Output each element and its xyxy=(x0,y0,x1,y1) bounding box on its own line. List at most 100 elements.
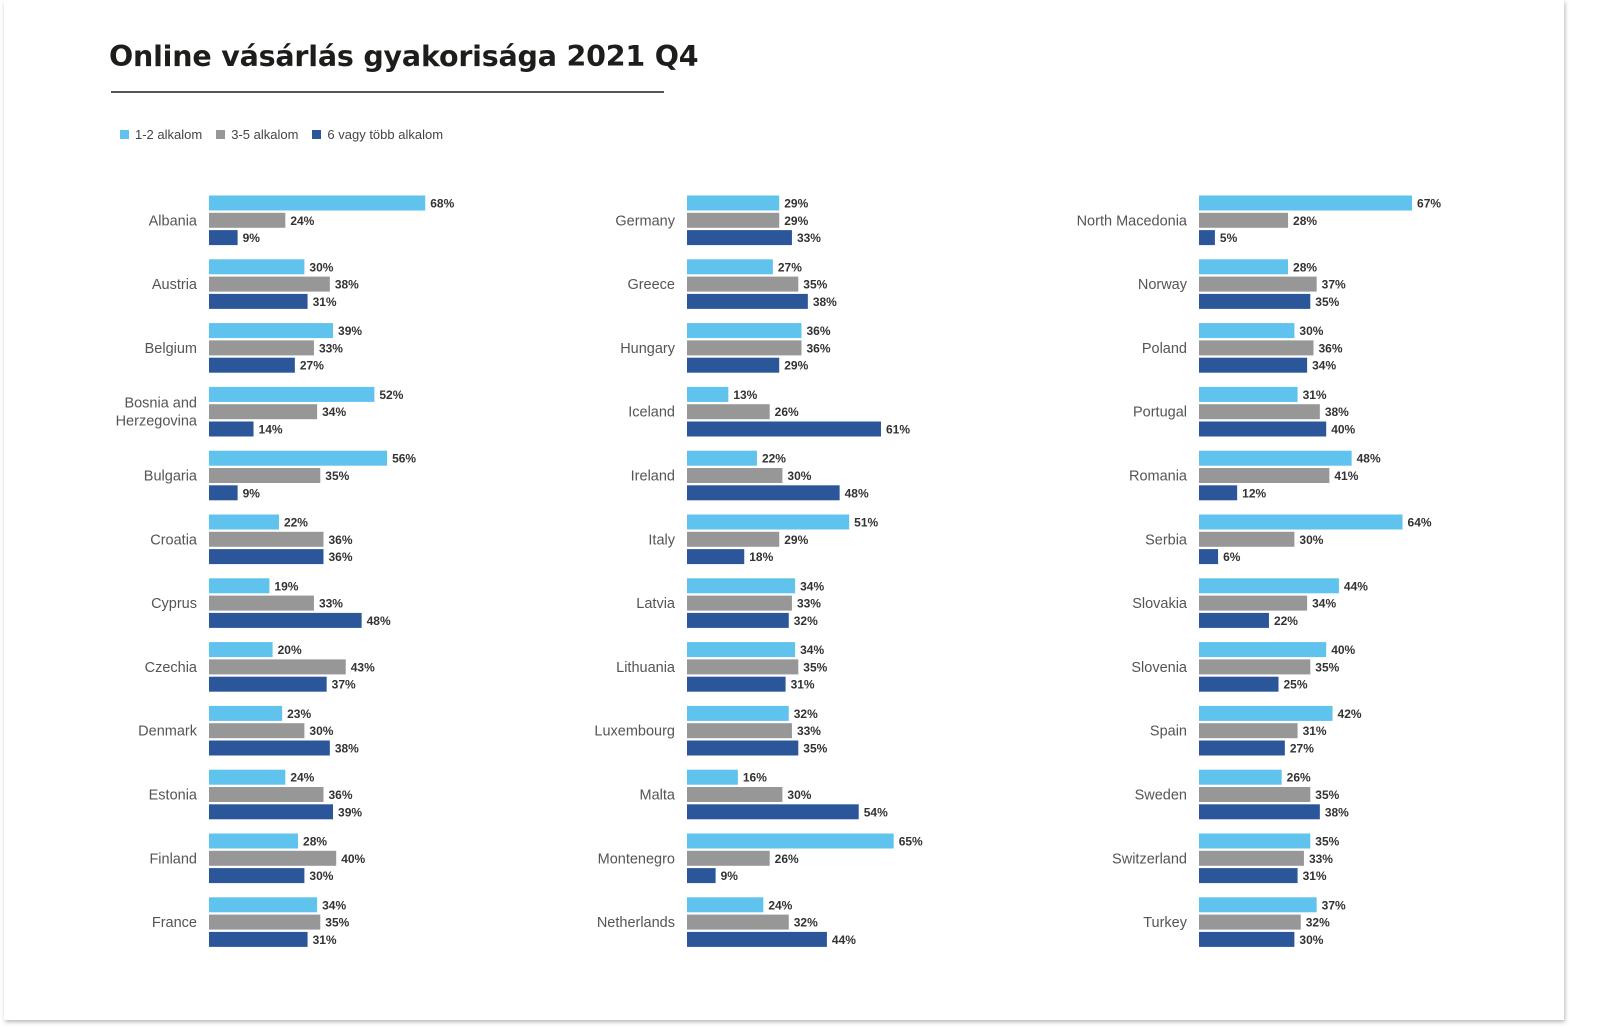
data-label-netherlands-s3: 44% xyxy=(832,933,856,947)
bar-bulgaria-s3 xyxy=(209,485,238,501)
bar-poland-s2 xyxy=(1199,340,1314,356)
data-label-portugal-s3: 40% xyxy=(1331,423,1355,437)
bar-slovakia-s3 xyxy=(1199,612,1269,628)
bar-luxembourg-s1 xyxy=(687,705,789,721)
country-label: Ireland xyxy=(631,469,675,485)
bar-hungary-s3 xyxy=(687,357,780,373)
bar-france-s2 xyxy=(209,914,321,930)
data-label-latvia-s1: 34% xyxy=(800,579,824,593)
bar-hungary-s2 xyxy=(687,340,802,356)
data-label-malta-s3: 54% xyxy=(864,805,888,819)
data-label-turkey-s2: 32% xyxy=(1306,916,1330,930)
bar-montenegro-s3 xyxy=(687,868,716,884)
data-label-austria-s2: 38% xyxy=(335,278,359,292)
country-label: Montenegro xyxy=(598,851,675,867)
country-label-line: Cyprus xyxy=(151,596,197,612)
bar-malta-s3 xyxy=(687,804,859,820)
bar-italy-s2 xyxy=(687,531,780,547)
bar-bosnia-and-herzegovina-s2 xyxy=(209,404,318,420)
country-group-cyprus: Cyprus 19% 33% 48% xyxy=(151,578,391,628)
bar-serbia-s3 xyxy=(1199,549,1219,565)
data-label-norway-s2: 37% xyxy=(1322,278,1346,292)
data-label-hungary-s1: 36% xyxy=(806,324,830,338)
country-label: Turkey xyxy=(1143,915,1188,931)
country-label-line: Switzerland xyxy=(1112,851,1187,867)
data-label-turkey-s1: 37% xyxy=(1322,898,1346,912)
legend-item-1-2: 1-2 alkalom xyxy=(120,127,202,142)
country-label-line: Estonia xyxy=(149,788,198,804)
bar-albania-s1 xyxy=(209,195,426,211)
data-label-montenegro-s3: 9% xyxy=(721,869,739,883)
bar-luxembourg-s2 xyxy=(687,723,792,739)
data-label-czechia-s2: 43% xyxy=(351,660,375,674)
country-group-turkey: Turkey 37% 32% 30% xyxy=(1143,897,1346,947)
bar-slovakia-s2 xyxy=(1199,595,1308,611)
bar-north-macedonia-s1 xyxy=(1199,195,1413,211)
data-label-latvia-s3: 32% xyxy=(794,614,818,628)
bar-malta-s2 xyxy=(687,787,783,802)
bar-germany-s3 xyxy=(687,230,792,246)
data-label-greece-s3: 38% xyxy=(813,295,837,309)
country-label: Denmark xyxy=(138,724,198,740)
country-label: Bulgaria xyxy=(144,469,198,485)
bar-denmark-s1 xyxy=(209,705,283,721)
data-label-germany-s3: 33% xyxy=(797,231,821,245)
legend-label-6-plus: 6 vagy több alkalom xyxy=(327,127,444,142)
data-label-ireland-s2: 30% xyxy=(787,469,811,483)
data-label-portugal-s1: 31% xyxy=(1303,388,1327,402)
country-label: Finland xyxy=(149,851,197,867)
data-label-ireland-s3: 48% xyxy=(845,486,869,500)
bar-iceland-s1 xyxy=(687,386,729,402)
data-label-poland-s1: 30% xyxy=(1299,324,1323,338)
country-group-germany: Germany 29% 29% 33% xyxy=(615,195,821,246)
country-label: Latvia xyxy=(636,596,676,612)
bar-slovenia-s2 xyxy=(1199,659,1311,675)
bar-bulgaria-s2 xyxy=(209,468,321,483)
country-label: Italy xyxy=(648,532,675,548)
country-label-line: Finland xyxy=(149,851,197,867)
country-label: Lithuania xyxy=(616,660,676,676)
bar-spain-s3 xyxy=(1199,740,1285,756)
data-label-estonia-s3: 39% xyxy=(338,805,362,819)
bar-iceland-s3 xyxy=(687,421,881,437)
data-label-portugal-s2: 38% xyxy=(1325,405,1349,419)
country-label-line: Hungary xyxy=(620,341,676,357)
bar-turkey-s1 xyxy=(1199,897,1317,913)
bar-hungary-s1 xyxy=(687,323,802,339)
country-label: North Macedonia xyxy=(1077,213,1188,229)
country-label-line: Ireland xyxy=(631,469,675,485)
bar-austria-s3 xyxy=(209,293,308,309)
data-label-albania-s3: 9% xyxy=(243,231,261,245)
country-group-malta: Malta 16% 30% 54% xyxy=(640,769,888,820)
bar-greece-s3 xyxy=(687,293,808,309)
country-group-albania: Albania 68% 24% 9% xyxy=(149,195,455,246)
data-label-hungary-s2: 36% xyxy=(806,341,830,355)
data-label-north-macedonia-s1: 67% xyxy=(1417,197,1441,211)
bar-croatia-s1 xyxy=(209,514,279,530)
bar-portugal-s2 xyxy=(1199,404,1320,420)
data-label-belgium-s3: 27% xyxy=(300,359,324,373)
bar-slovenia-s1 xyxy=(1199,642,1327,658)
data-label-romania-s1: 48% xyxy=(1357,452,1381,466)
country-group-poland: Poland 30% 36% 34% xyxy=(1142,323,1343,373)
title-divider xyxy=(111,91,664,93)
country-group-slovenia: Slovenia 40% 35% 25% xyxy=(1131,642,1356,692)
data-label-bosnia-and-herzegovina-s3: 14% xyxy=(259,423,283,437)
country-group-bulgaria: Bulgaria 56% 35% 9% xyxy=(144,450,416,501)
bar-belgium-s1 xyxy=(209,323,334,339)
country-group-ireland: Ireland 22%30% 48% xyxy=(631,450,869,501)
bar-czechia-s1 xyxy=(209,642,273,658)
country-group-north-macedonia: North Macedonia 67% 28% 5% xyxy=(1077,195,1441,246)
country-label-line: Netherlands xyxy=(597,915,675,931)
country-group-latvia: Latvia 34% 33% 32% xyxy=(636,578,824,628)
data-label-france-s1: 34% xyxy=(322,898,346,912)
data-label-romania-s3: 12% xyxy=(1242,486,1266,500)
country-label-line: Latvia xyxy=(636,596,676,612)
bar-slovakia-s1 xyxy=(1199,578,1339,594)
country-label: Czechia xyxy=(145,660,198,676)
country-group-montenegro: Montenegro 65% 26% 9% xyxy=(598,833,923,884)
bar-portugal-s1 xyxy=(1199,386,1298,402)
bar-netherlands-s2 xyxy=(687,914,789,930)
country-label: Switzerland xyxy=(1112,851,1187,867)
bar-belgium-s2 xyxy=(209,340,314,356)
